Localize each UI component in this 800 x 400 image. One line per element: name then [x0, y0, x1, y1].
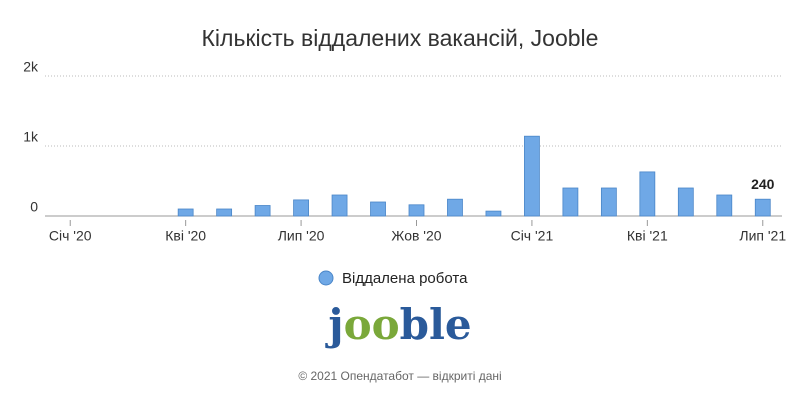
bar	[524, 135, 540, 217]
x-tick-label: Січ '20	[49, 228, 92, 244]
bar	[485, 210, 502, 217]
bar	[677, 187, 694, 217]
bar	[331, 194, 348, 217]
bar	[716, 194, 733, 217]
bar	[447, 198, 463, 217]
data-label: 240	[751, 176, 775, 192]
logo-part: oo	[344, 300, 400, 349]
bar	[370, 201, 386, 217]
x-tick-label: Лип '21	[739, 228, 786, 244]
legend-marker	[318, 270, 334, 286]
x-tick-label: Січ '21	[511, 228, 554, 244]
bar	[754, 198, 771, 217]
logo-part: j	[324, 300, 343, 349]
x-tick-label: Кві '21	[627, 228, 668, 244]
x-tick-label: Кві '20	[165, 228, 206, 244]
bar	[600, 187, 617, 217]
y-tick-label: 1k	[23, 129, 39, 145]
bar	[216, 208, 233, 217]
bar	[254, 205, 271, 217]
chart-title: Кількість віддалених вакансій, Jooble	[202, 25, 599, 51]
logo: jooble	[324, 300, 471, 349]
logo-part: ble	[400, 300, 472, 349]
footer: © 2021 Опендатабот — відкриті дані	[298, 369, 501, 383]
legend-label: Віддалена робота	[342, 270, 468, 287]
y-tick-label: 0	[30, 199, 38, 215]
bar	[639, 171, 656, 217]
x-tick-label: Лип '20	[278, 228, 325, 244]
y-tick-label: 2k	[23, 59, 39, 75]
bar	[177, 208, 194, 217]
bar	[293, 199, 309, 217]
bar	[562, 187, 579, 217]
bar	[408, 204, 425, 217]
x-tick-label: Жов '20	[391, 228, 441, 244]
